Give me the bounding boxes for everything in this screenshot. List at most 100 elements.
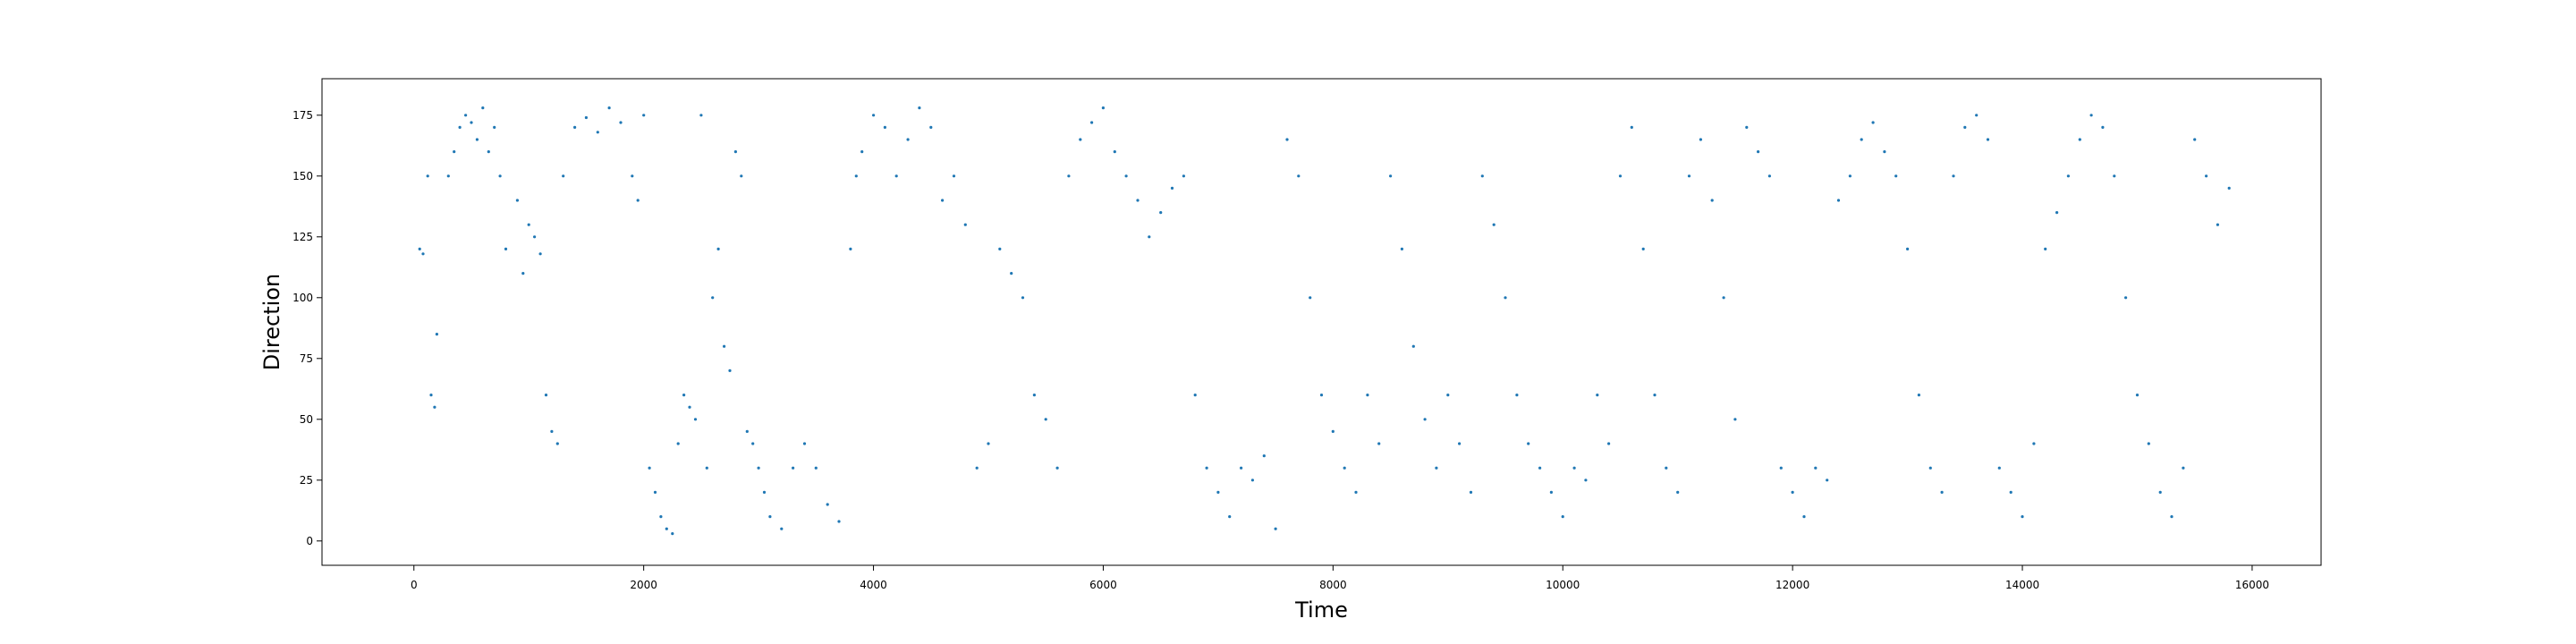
data-point <box>2032 442 2036 445</box>
data-point <box>1228 515 1232 519</box>
data-point <box>837 520 841 523</box>
data-point <box>723 344 726 348</box>
data-point <box>802 442 807 445</box>
data-point <box>1400 247 1403 250</box>
x-tick-label: 10000 <box>1546 579 1580 591</box>
data-point <box>745 429 749 433</box>
data-point <box>2124 296 2128 300</box>
data-point <box>1975 114 1979 117</box>
data-point <box>435 333 438 336</box>
data-point <box>1469 490 1473 495</box>
data-point <box>1446 394 1450 397</box>
data-point <box>665 527 668 530</box>
data-point <box>418 247 421 250</box>
data-point <box>1630 125 1633 129</box>
data-point <box>998 247 1002 250</box>
data-point <box>504 247 508 250</box>
data-point <box>733 150 738 154</box>
data-point <box>671 532 674 536</box>
data-point <box>1044 418 1047 421</box>
data-point <box>1262 454 1266 458</box>
data-point <box>1963 125 1967 129</box>
data-point <box>1411 344 1415 348</box>
data-point <box>728 369 732 372</box>
data-point <box>515 199 520 202</box>
data-point <box>493 125 496 129</box>
data-point <box>1366 394 1369 397</box>
data-point <box>1032 394 1036 397</box>
data-point <box>860 150 864 154</box>
data-point <box>544 394 548 397</box>
data-point <box>1952 174 1955 178</box>
data-point <box>854 174 858 178</box>
data-point <box>1492 223 1496 226</box>
y-tick-label: 100 <box>292 292 313 304</box>
data-point <box>2078 138 2081 141</box>
data-point <box>1136 199 1140 202</box>
data-point <box>1836 199 1841 202</box>
y-tick-label: 50 <box>300 413 313 426</box>
data-point <box>487 150 490 154</box>
data-point <box>1779 466 1783 470</box>
data-point <box>1802 515 1806 519</box>
data-point <box>2158 490 2162 495</box>
x-tick-label: 8000 <box>1319 579 1347 591</box>
data-point <box>527 223 530 226</box>
data-point <box>872 114 876 117</box>
data-point <box>705 466 708 470</box>
data-point <box>762 490 767 495</box>
data-point <box>1572 466 1576 470</box>
data-point <box>1079 138 1082 141</box>
data-point <box>2135 394 2140 397</box>
data-point <box>2009 490 2012 495</box>
data-point <box>2205 174 2208 178</box>
data-point <box>757 466 760 470</box>
data-point <box>1791 490 1794 495</box>
data-point <box>429 394 433 397</box>
data-point <box>1458 442 1462 445</box>
data-point <box>1205 466 1208 470</box>
y-tick-label: 25 <box>300 474 313 487</box>
data-point <box>1377 442 1381 445</box>
data-point <box>929 125 933 129</box>
data-point <box>849 247 852 250</box>
x-tick-label: 6000 <box>1089 579 1117 591</box>
data-point <box>1538 466 1542 470</box>
data-point <box>1010 272 1013 275</box>
data-point <box>498 174 502 178</box>
data-point <box>659 515 663 519</box>
data-point <box>653 490 657 495</box>
data-point <box>2044 247 2047 250</box>
data-point <box>1883 150 1886 154</box>
data-point <box>975 466 979 470</box>
data-point <box>883 125 887 129</box>
data-point <box>768 515 772 519</box>
data-points <box>418 106 2231 536</box>
x-tick-label: 2000 <box>630 579 657 591</box>
data-point <box>464 114 468 117</box>
data-point <box>1665 466 1668 470</box>
data-point <box>421 252 425 256</box>
data-point <box>963 223 967 226</box>
data-point <box>1148 235 1151 239</box>
data-point <box>2170 515 2174 519</box>
data-point <box>1285 138 1289 141</box>
data-point <box>2182 466 2185 470</box>
data-point <box>596 131 599 134</box>
data-point <box>2055 211 2059 215</box>
data-point <box>676 442 680 445</box>
data-point <box>1504 296 1507 300</box>
data-point <box>2147 442 2150 445</box>
data-point <box>792 466 795 470</box>
data-point <box>1240 466 1243 470</box>
data-point <box>1826 479 1829 482</box>
data-point <box>426 174 429 178</box>
data-point <box>1113 150 1116 154</box>
data-point <box>1159 211 1163 215</box>
data-point <box>1331 429 1335 433</box>
data-point <box>642 114 646 117</box>
data-point <box>1641 247 1645 250</box>
data-point <box>1757 150 1760 154</box>
